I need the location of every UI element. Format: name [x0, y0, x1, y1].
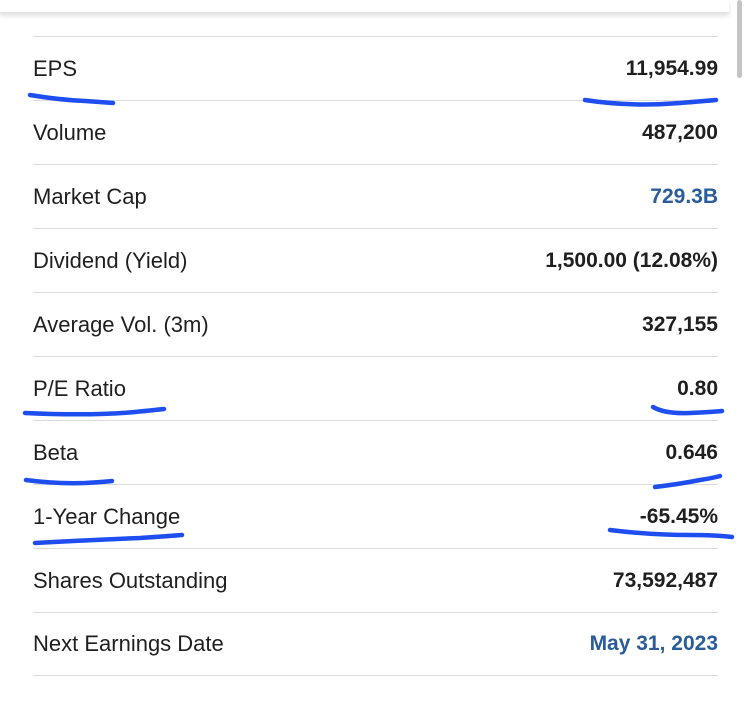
stat-row-eps: EPS 11,954.99: [33, 36, 718, 100]
stat-row-average-volume: Average Vol. (3m) 327,155: [33, 292, 718, 356]
card-top-edge: [0, 0, 729, 13]
stat-label: Average Vol. (3m): [33, 311, 209, 337]
stat-value: 11,954.99: [625, 56, 718, 80]
stat-value: 327,155: [642, 312, 718, 336]
stat-label: 1-Year Change: [33, 503, 181, 529]
stat-label: Beta: [33, 439, 79, 465]
stat-row-dividend: Dividend (Yield) 1,500.00 (12.08%): [33, 228, 718, 292]
stat-label: Dividend (Yield): [33, 247, 188, 273]
stat-row-beta: Beta 0.646: [33, 420, 718, 484]
stat-label: P/E Ratio: [33, 375, 126, 401]
next-earnings-date-link[interactable]: May 31, 2023: [589, 632, 718, 655]
stats-table: EPS 11,954.99 Volume 487,200 Market Cap …: [33, 36, 718, 676]
stat-row-next-earnings-date: Next Earnings Date May 31, 2023: [33, 612, 718, 676]
stat-label: Shares Outstanding: [33, 567, 228, 593]
stat-row-market-cap: Market Cap 729.3B: [33, 164, 718, 228]
stat-value: 0.80: [677, 376, 718, 400]
stat-label: Market Cap: [33, 183, 147, 209]
stat-value: 1,500.00 (12.08%): [545, 248, 718, 272]
stat-row-one-year-change: 1-Year Change -65.45%: [33, 484, 718, 548]
stat-value: 0.646: [665, 440, 718, 464]
market-cap-link[interactable]: 729.3B: [650, 184, 718, 208]
stat-value: 487,200: [642, 120, 718, 144]
stat-value: 73,592,487: [612, 568, 718, 592]
stat-row-shares-outstanding: Shares Outstanding 73,592,487: [33, 548, 718, 612]
stat-row-volume: Volume 487,200: [33, 100, 718, 164]
stat-label: Volume: [33, 119, 107, 145]
stat-label: EPS: [33, 55, 78, 81]
stat-value: -65.45%: [639, 504, 718, 528]
scrollbar-thumb[interactable]: [737, 0, 742, 78]
stat-label: Next Earnings Date: [33, 631, 224, 656]
stat-row-pe-ratio: P/E Ratio 0.80: [33, 356, 718, 420]
